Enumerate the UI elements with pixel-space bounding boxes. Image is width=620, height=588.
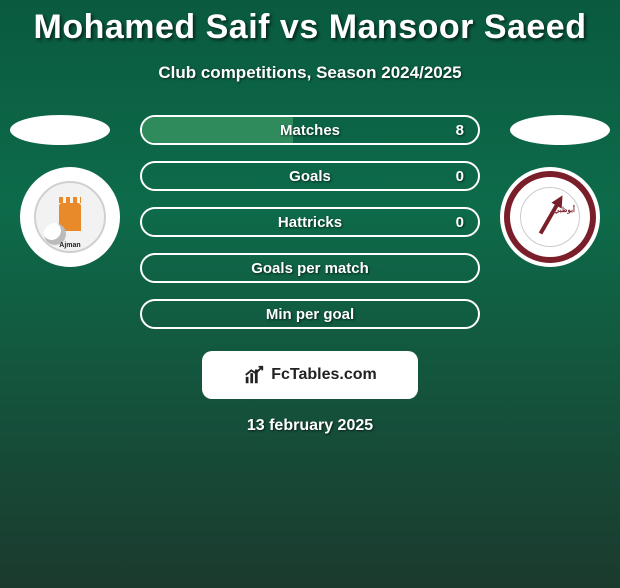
stat-right-value: 0	[456, 168, 464, 185]
stat-label: Min per goal	[266, 306, 354, 323]
stats-list: Matches 8 Goals 0 Hattricks 0 Goals per …	[140, 115, 480, 329]
stat-label: Matches	[280, 122, 340, 139]
stat-row-matches: Matches 8	[140, 115, 480, 145]
club-logo-right: أبوظبي	[500, 167, 600, 267]
stat-right-value: 8	[456, 122, 464, 139]
page-title: Mohamed Saif vs Mansoor Saeed	[0, 8, 620, 47]
stat-row-goals: Goals 0	[140, 161, 480, 191]
stat-right-value: 0	[456, 214, 464, 231]
club-logo-left-graphic: Ajman	[34, 181, 106, 253]
player-right-spot	[510, 115, 610, 145]
club-left-text: Ajman	[59, 242, 80, 249]
club-logo-left: Ajman	[20, 167, 120, 267]
footer-brand-text: FcTables.com	[271, 366, 377, 384]
date-label: 13 february 2025	[0, 417, 620, 435]
footer-brand-badge: FcTables.com	[202, 351, 418, 399]
stat-row-goals-per-match: Goals per match	[140, 253, 480, 283]
stat-label: Goals per match	[251, 260, 369, 277]
player-left-spot	[10, 115, 110, 145]
club-logo-right-graphic: أبوظبي	[504, 171, 596, 263]
comparison-area: Ajman أبوظبي Matches 8 Goals 0	[0, 115, 620, 435]
stat-fill-matches	[142, 117, 293, 143]
stat-row-min-per-goal: Min per goal	[140, 299, 480, 329]
stat-row-hattricks: Hattricks 0	[140, 207, 480, 237]
chart-icon	[243, 364, 265, 386]
stat-label: Hattricks	[278, 214, 342, 231]
stat-label: Goals	[289, 168, 331, 185]
page-subtitle: Club competitions, Season 2024/2025	[0, 63, 620, 83]
